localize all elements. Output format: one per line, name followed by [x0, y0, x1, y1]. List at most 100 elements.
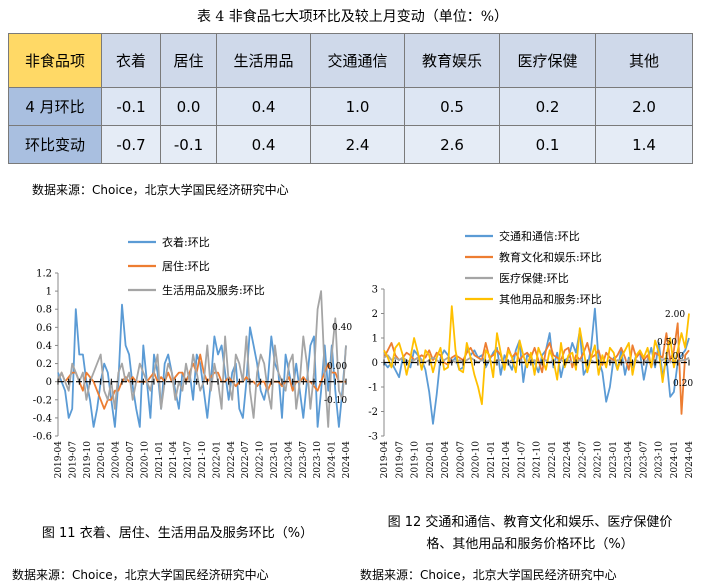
y-tick-label: 1 [46, 287, 52, 298]
x-tick-label: 2021-01 [487, 441, 497, 478]
x-tick-label: 2023-04 [624, 441, 634, 479]
y-tick-label: -1 [368, 383, 378, 394]
x-tick-label: 2023-01 [270, 441, 280, 478]
table-col-header: 医疗保健 [499, 33, 596, 88]
chart-11-caption: 图 11 衣着、居住、生活用品及服务环比（%） [41, 526, 314, 541]
x-tick-label: 2023-10 [313, 441, 323, 479]
x-tick-label: 2024-01 [328, 441, 338, 478]
table-col-header: 居住 [160, 33, 217, 88]
table-cell: 0.1 [499, 125, 596, 164]
x-tick-label: 2021-10 [198, 441, 208, 479]
series-line [57, 290, 347, 428]
x-tick-label: 2020-10 [140, 441, 150, 479]
x-tick-label: 2021-04 [169, 441, 179, 479]
table-col-header: 其他 [595, 33, 693, 88]
x-tick-label: 2019-07 [68, 441, 78, 479]
legend-label: 教育文化和娱乐:环比 [499, 250, 602, 264]
chart-12-source-note: 数据来源：Choice，北京大学国民经济研究中心 [360, 568, 617, 582]
series-line [383, 305, 690, 406]
y-tick-label: 0.6 [36, 323, 52, 334]
x-tick-label: 2024-01 [670, 441, 680, 478]
x-tick-label: 2022-10 [594, 441, 604, 479]
table-row: 环比变动 -0.7 -0.1 0.4 2.4 2.6 0.1 1.4 [8, 125, 693, 164]
table-col-header: 生活用品 [216, 33, 311, 88]
end-value-label: 2.00 [665, 310, 685, 320]
x-tick-label: 2019-04 [54, 441, 64, 479]
table-cell: -0.1 [101, 87, 161, 126]
table-cell: 0.5 [404, 87, 500, 126]
x-tick-label: 2021-01 [155, 441, 165, 478]
x-tick-label: 2022-07 [241, 441, 251, 479]
y-tick-label: 0.4 [36, 341, 52, 352]
x-tick-label: 2022-01 [548, 441, 558, 478]
table-row-label: 环比变动 [8, 125, 102, 164]
x-tick-label: 2019-07 [395, 441, 405, 479]
table-col-header: 衣着 [101, 33, 161, 88]
legend-label: 生活用品及服务:环比 [162, 283, 265, 297]
end-value-label: 0.50 [657, 338, 677, 348]
price-table: 非食品项 衣着 居住 生活用品 交通通信 教育娱乐 医疗保健 其他 4 月环比 … [8, 33, 693, 164]
end-value-label: 0.20 [673, 379, 693, 389]
y-tick-label: 1 [372, 334, 378, 345]
table-cell: 0.4 [216, 87, 311, 126]
end-value-label: 1.00 [664, 352, 684, 362]
x-tick-label: 2019-10 [411, 441, 421, 479]
x-tick-label: 2020-04 [112, 441, 122, 479]
x-tick-label: 2022-01 [212, 441, 222, 478]
y-tick-label: -0.2 [33, 395, 52, 406]
table-cell: 1.0 [310, 87, 405, 126]
x-tick-label: 2023-04 [284, 441, 294, 479]
x-tick-label: 2021-04 [502, 441, 512, 479]
y-tick-label: 1.2 [36, 269, 52, 280]
chart-12-caption-line: 格、其他用品和服务价格环比（%） [426, 537, 634, 552]
end-value-label: -0.10 [324, 396, 347, 406]
x-tick-label: 2020-01 [426, 441, 436, 478]
x-tick-label: 2019-04 [380, 441, 390, 479]
x-tick-label: 2021-07 [184, 441, 194, 479]
series-line [57, 303, 347, 428]
table-col-header: 交通通信 [310, 33, 405, 88]
y-tick-label: 0 [372, 358, 378, 369]
x-tick-label: 2019-10 [83, 441, 93, 479]
y-tick-label: 3 [372, 285, 378, 296]
legend-label: 医疗保健:环比 [499, 271, 569, 285]
table-cell: 2.4 [310, 125, 405, 164]
table-cell: -0.7 [101, 125, 161, 164]
x-tick-label: 2024-04 [342, 441, 352, 479]
x-tick-label: 2022-04 [563, 441, 573, 479]
chart-12-caption: 图 12 交通和通信、教育文化和娱乐、医疗保健价 格、其他用品和服务价格环比（%… [355, 512, 705, 556]
end-value-label: 0.00 [327, 362, 347, 372]
legend-label: 交通和通信:环比 [499, 229, 580, 243]
y-tick-label: -3 [368, 432, 378, 443]
x-tick-label: 2024-04 [685, 441, 695, 479]
series-line [383, 322, 690, 415]
table-cell: 0.4 [216, 125, 311, 164]
table-col-header: 教育娱乐 [404, 33, 500, 88]
x-tick-label: 2020-01 [97, 441, 107, 478]
x-tick-label: 2023-07 [639, 441, 649, 479]
y-tick-label: 0.2 [36, 359, 52, 370]
y-tick-label: 0 [46, 377, 52, 388]
x-tick-label: 2020-10 [472, 441, 482, 479]
table-corner-cell: 非食品项 [8, 33, 102, 88]
table-cell: -0.1 [160, 125, 217, 164]
x-tick-label: 2020-07 [456, 441, 466, 479]
table-cell: 1.4 [595, 125, 693, 164]
y-tick-label: -0.6 [33, 432, 52, 443]
table-row-label: 4 月环比 [8, 87, 102, 126]
legend-label: 其他用品和服务:环比 [499, 293, 602, 306]
chart-11-source-note: 数据来源：Choice，北京大学国民经济研究中心 [12, 568, 269, 582]
y-tick-label: 2 [372, 309, 378, 320]
table-cell: 2.6 [404, 125, 500, 164]
table-cell: 0.2 [499, 87, 596, 126]
table-cell: 0.0 [160, 87, 217, 126]
y-tick-label: -2 [368, 407, 378, 418]
table-cell: 2.0 [595, 87, 693, 126]
x-tick-label: 2020-07 [126, 441, 136, 479]
x-tick-label: 2023-01 [609, 441, 619, 478]
legend-label: 衣着:环比 [162, 235, 210, 249]
table-source-note: 数据来源：Choice，北京大学国民经济研究中心 [32, 183, 289, 197]
x-tick-label: 2022-04 [227, 441, 237, 479]
y-tick-label: -0.4 [33, 413, 52, 424]
